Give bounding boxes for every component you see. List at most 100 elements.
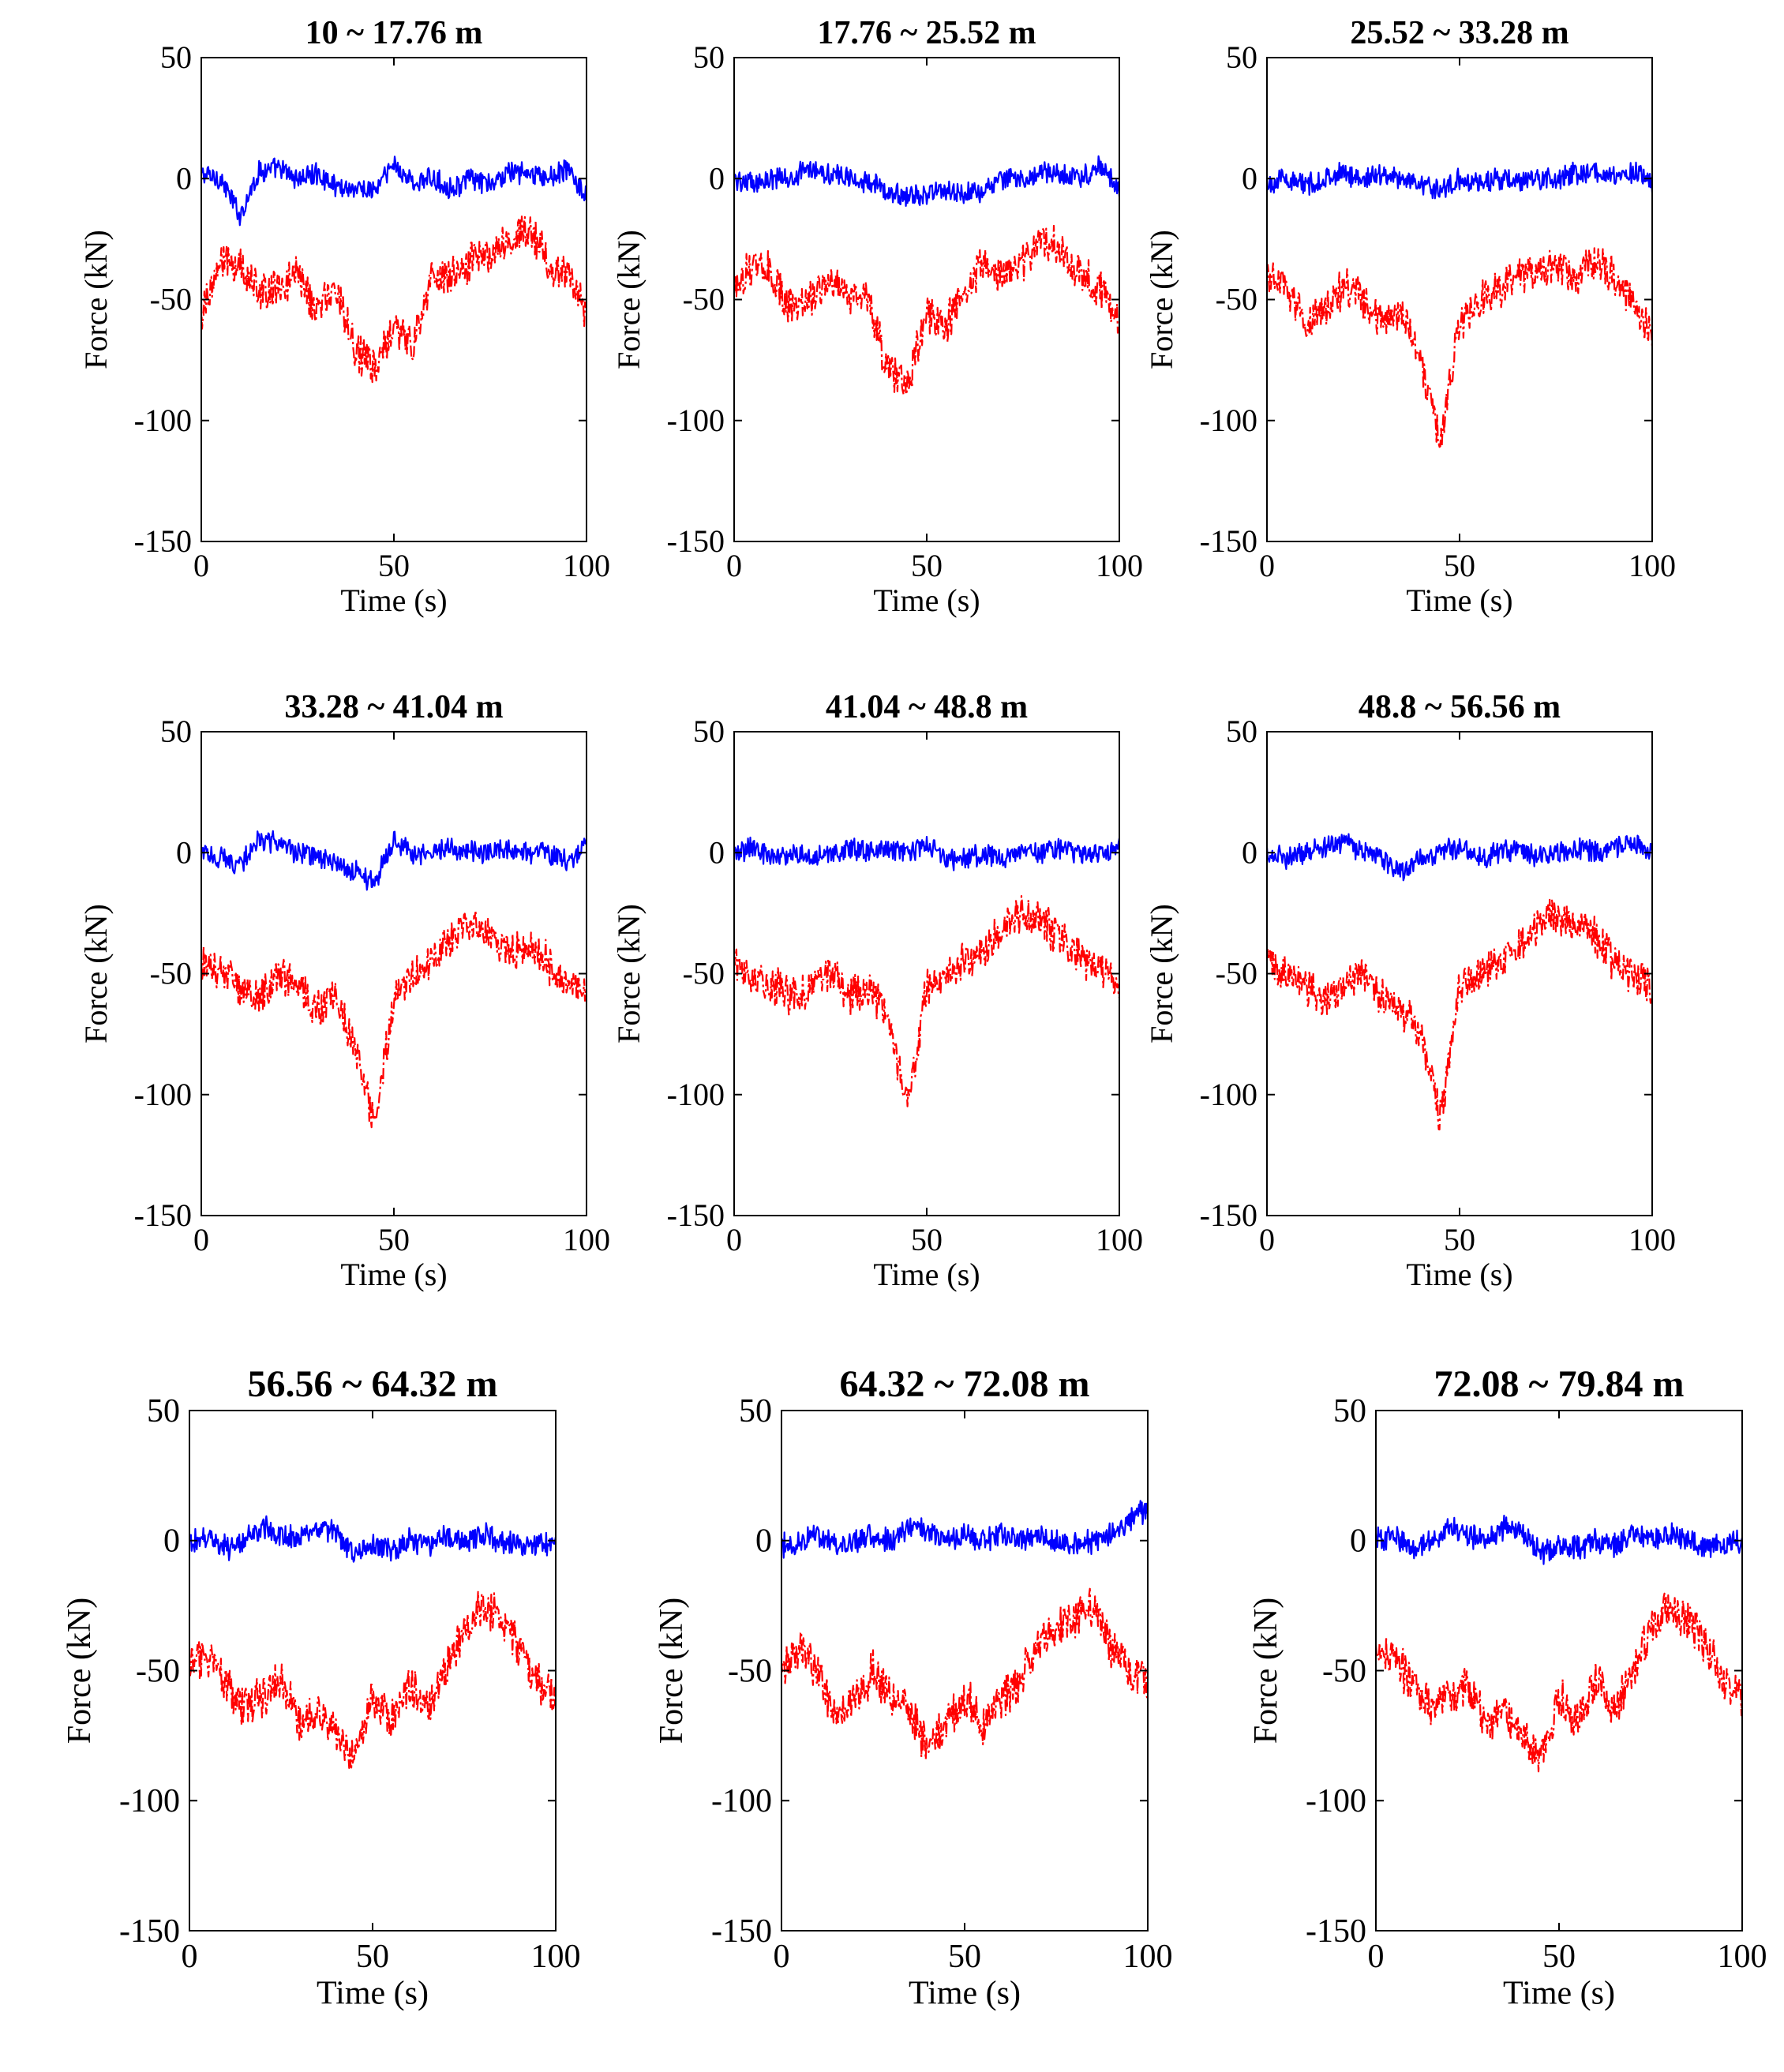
series-line-blue [734,155,1119,207]
y-tick-label: -100 [1200,403,1257,438]
y-tick-label: 0 [1350,1523,1366,1560]
y-tick-label: -50 [1216,956,1257,991]
series-line-blue [1376,1514,1742,1565]
x-axis-label: Time (s) [1406,1257,1512,1292]
series-line-blue [1267,833,1652,882]
chart-title: 17.76 ~ 25.52 m [817,15,1036,51]
x-tick-label: 50 [378,1222,410,1257]
y-axis-label: Force (kN) [78,904,114,1043]
y-tick-label: 0 [176,834,192,870]
y-tick-label: -150 [1200,1197,1257,1233]
y-axis-label: Force (kN) [1248,1598,1284,1744]
series-line-blue [781,1500,1148,1559]
chart-title: 56.56 ~ 64.32 m [248,1363,498,1405]
y-tick-label: -100 [667,403,725,438]
chart-title: 41.04 ~ 48.8 m [826,689,1028,725]
x-tick-label: 0 [1259,1222,1275,1257]
y-tick-label: 50 [693,39,725,75]
y-tick-label: 0 [709,160,725,196]
chart-title: 25.52 ~ 33.28 m [1350,15,1568,51]
series-line-red [1267,898,1652,1131]
y-tick-label: -100 [1306,1783,1366,1819]
y-tick-label: -50 [683,956,725,991]
x-tick-label: 0 [193,548,209,583]
y-tick-label: 50 [160,39,192,75]
series-line-red [734,224,1119,395]
y-tick-label: 0 [1242,160,1257,196]
y-tick-label: -150 [1200,523,1257,559]
x-tick-label: 0 [1368,1939,1385,1975]
series-line-blue [201,830,587,891]
y-tick-label: -150 [667,1197,725,1233]
x-tick-label: 50 [911,548,943,583]
y-tick-label: -50 [150,956,192,991]
y-tick-label: -100 [134,403,192,438]
x-tick-label: 100 [1096,1222,1143,1257]
y-axis-label: Force (kN) [78,230,114,369]
series-line-red [201,909,587,1129]
y-tick-label: 0 [1242,834,1257,870]
y-axis-label: Force (kN) [1144,904,1179,1043]
y-tick-label: -50 [1216,282,1257,317]
x-axis-label: Time (s) [873,1257,980,1292]
x-tick-label: 100 [563,1222,610,1257]
y-axis-label: Force (kN) [611,904,647,1043]
y-tick-label: -100 [711,1783,772,1819]
y-tick-label: -100 [134,1077,192,1112]
y-tick-label: -150 [1306,1913,1366,1950]
y-tick-label: -50 [150,282,192,317]
y-tick-label: -150 [134,1197,192,1233]
y-tick-label: -150 [711,1913,772,1950]
chart-title: 48.8 ~ 56.56 m [1359,689,1561,725]
x-tick-label: 100 [1096,548,1143,583]
y-tick-label: 50 [1226,39,1257,75]
x-tick-label: 100 [1628,1222,1676,1257]
x-tick-label: 0 [774,1939,790,1975]
x-tick-label: 50 [356,1939,389,1975]
series-line-blue [189,1515,556,1563]
y-tick-label: 0 [755,1523,772,1560]
series-line-red [1376,1592,1742,1773]
y-tick-label: 0 [163,1523,180,1560]
chart-title: 72.08 ~ 79.84 m [1434,1363,1685,1405]
x-axis-label: Time (s) [317,1975,429,2011]
x-tick-label: 100 [531,1939,581,1975]
y-tick-label: 50 [1333,1393,1366,1429]
x-tick-label: 50 [911,1222,943,1257]
x-tick-label: 100 [1718,1939,1767,1975]
x-tick-label: 100 [1628,548,1676,583]
x-axis-label: Time (s) [1406,583,1512,618]
x-tick-label: 50 [378,548,410,583]
x-axis-label: Time (s) [340,583,447,618]
y-tick-label: -100 [119,1783,180,1819]
y-tick-label: -50 [683,282,725,317]
y-tick-label: 50 [693,714,725,749]
y-axis-label: Force (kN) [611,230,647,369]
x-tick-label: 0 [193,1222,209,1257]
chart-title: 10 ~ 17.76 m [305,15,483,51]
x-tick-label: 50 [948,1939,981,1975]
x-axis-label: Time (s) [873,583,980,618]
x-axis-label: Time (s) [340,1257,447,1292]
y-tick-label: 50 [739,1393,772,1429]
series-line-red [734,894,1119,1107]
x-tick-label: 50 [1444,548,1475,583]
y-axis-label: Force (kN) [1144,230,1179,369]
y-tick-label: -150 [134,523,192,559]
x-axis-label: Time (s) [909,1975,1021,2011]
y-tick-label: -150 [667,523,725,559]
y-tick-label: -100 [667,1077,725,1112]
x-tick-label: 0 [726,548,742,583]
x-tick-label: 100 [563,548,610,583]
x-tick-label: 100 [1123,1939,1173,1975]
y-axis-label: Force (kN) [62,1598,98,1744]
x-tick-label: 50 [1444,1222,1475,1257]
